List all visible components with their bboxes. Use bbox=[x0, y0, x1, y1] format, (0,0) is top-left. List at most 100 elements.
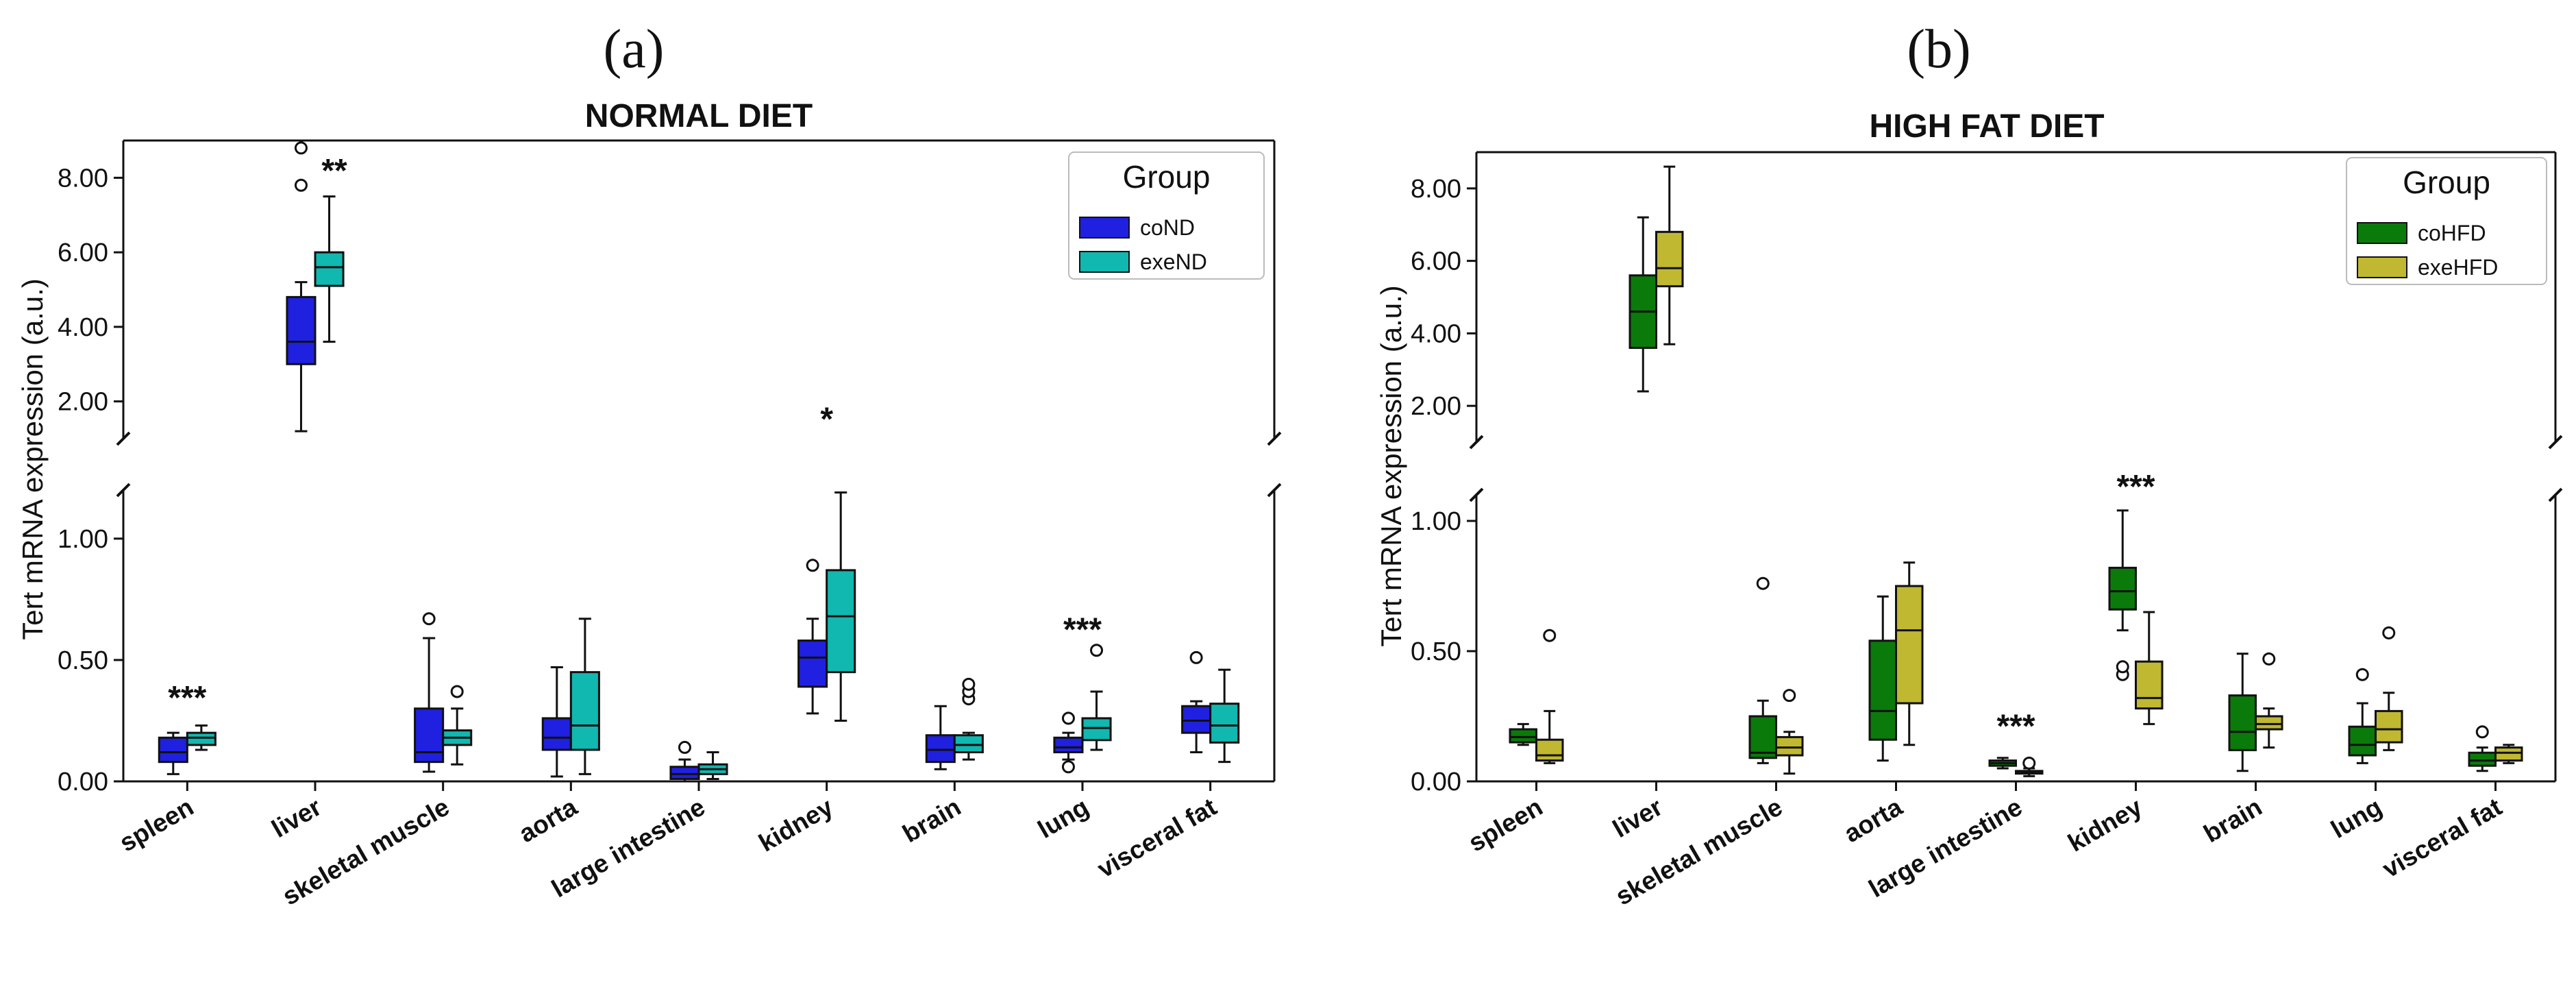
box-cohfd-large-intestine bbox=[1988, 757, 2017, 770]
axis-break-mark bbox=[2548, 435, 2563, 450]
box-iqr bbox=[286, 295, 317, 365]
outlier-point bbox=[422, 612, 436, 626]
x-tick-label-liver: liver bbox=[267, 792, 326, 843]
axis-break-mark bbox=[2548, 487, 2563, 502]
box-iqr bbox=[1895, 585, 1924, 705]
box-cond-liver bbox=[286, 141, 317, 432]
box-exehfd-aorta bbox=[1895, 561, 1924, 746]
box-iqr bbox=[2255, 715, 2283, 731]
box-iqr bbox=[186, 731, 216, 746]
box-exehfd-lung bbox=[2375, 626, 2403, 751]
box-cond-lung bbox=[1053, 711, 1084, 774]
legend-frame bbox=[2346, 157, 2547, 285]
box-exehfd-skeletal-muscle bbox=[1775, 689, 1804, 775]
x-tick-label-spleen: spleen bbox=[114, 792, 198, 857]
box-iqr bbox=[314, 251, 345, 287]
legend-swatch-exend bbox=[1079, 251, 1130, 273]
box-exend-skeletal-muscle bbox=[442, 685, 473, 766]
x-tick-label-liver: liver bbox=[1608, 792, 1667, 843]
y-tick-label: 0.00 bbox=[1411, 768, 1461, 796]
x-tick-label-aorta: aorta bbox=[514, 792, 582, 848]
outlier-point bbox=[806, 559, 819, 572]
box-iqr bbox=[1535, 738, 1564, 762]
legend-label-exend: exeND bbox=[1140, 249, 1207, 274]
chart-normal-diet: NORMAL DIET 2.00 4.00 6.00 8.00 0.00 0.50 1.00 T… bbox=[16, 98, 1282, 911]
legend: Group coND exeND bbox=[1068, 151, 1265, 280]
box-exend-kidney bbox=[826, 491, 856, 722]
legend-label-exehfd: exeHFD bbox=[2418, 255, 2498, 280]
box-iqr bbox=[669, 766, 700, 780]
outlier-point bbox=[2262, 652, 2276, 666]
outlier-point bbox=[1543, 629, 1557, 642]
x-tick-label-visceral-fat: visceral fat bbox=[2378, 792, 2507, 883]
y-tick-label: 4.00 bbox=[1411, 319, 1461, 348]
box-cond-spleen bbox=[158, 731, 188, 775]
significance-spleen: *** bbox=[168, 680, 206, 716]
box-cohfd-kidney bbox=[2108, 509, 2137, 681]
y-axis-label: Tert mRNA expression (a.u.) bbox=[1375, 285, 1407, 647]
box-cohfd-aorta bbox=[1868, 595, 1897, 762]
box-iqr bbox=[1181, 705, 1212, 734]
significance-kidney: * bbox=[820, 401, 833, 437]
box-cohfd-brain bbox=[2228, 653, 2257, 772]
box-exend-visceral-fat bbox=[1209, 668, 1240, 764]
x-tick-label-kidney: kidney bbox=[754, 792, 838, 857]
legend-swatch-cohfd bbox=[2357, 222, 2407, 244]
y-tick-label: 4.00 bbox=[58, 313, 108, 342]
box-iqr bbox=[1868, 639, 1897, 741]
outlier-point bbox=[1189, 650, 1203, 664]
box-cohfd-spleen bbox=[1509, 722, 1537, 746]
box-iqr bbox=[2228, 694, 2257, 751]
significance-liver: ** bbox=[321, 153, 347, 189]
outlier-point bbox=[294, 178, 308, 192]
box-iqr bbox=[569, 671, 600, 751]
y-tick-label: 8.00 bbox=[58, 164, 108, 193]
box-iqr bbox=[1775, 735, 1804, 757]
box-exehfd-visceral-fat bbox=[2494, 744, 2523, 764]
axis-break-mark bbox=[1469, 435, 1484, 450]
chart-high-fat-diet: HIGH FAT DIET 2.00 4.00 6.00 8.00 0.00 0.50 1.0… bbox=[1375, 108, 2563, 911]
box-cond-skeletal-muscle bbox=[414, 612, 445, 773]
outlier-point bbox=[2022, 756, 2036, 770]
axis-break-mark bbox=[116, 483, 131, 498]
y-tick-label: 8.00 bbox=[1411, 175, 1461, 204]
panel-a-label: (a) bbox=[604, 19, 665, 80]
box-cohfd-skeletal-muscle bbox=[1748, 576, 1777, 764]
outlier-point bbox=[2116, 660, 2129, 674]
outlier-point bbox=[1756, 576, 1770, 590]
y-tick-label: 1.00 bbox=[1411, 507, 1461, 536]
box-iqr bbox=[1748, 715, 1777, 759]
box-exehfd-spleen bbox=[1535, 629, 1564, 764]
outlier-point bbox=[1090, 644, 1104, 657]
axis-break-mark bbox=[1267, 483, 1282, 498]
significance-kidney: *** bbox=[2116, 469, 2155, 505]
outlier-point bbox=[450, 685, 464, 698]
chart-title: HIGH FAT DIET bbox=[1869, 108, 2104, 145]
outlier-point bbox=[2475, 725, 2489, 739]
box-cond-brain bbox=[925, 705, 956, 770]
outlier-point bbox=[1061, 711, 1075, 725]
chart-title: NORMAL DIET bbox=[585, 98, 813, 134]
box-exehfd-brain bbox=[2255, 652, 2283, 749]
significance-large-intestine: *** bbox=[1996, 708, 2035, 744]
y-tick-label: 1.00 bbox=[58, 525, 108, 554]
box-cohfd-lung bbox=[2348, 668, 2377, 764]
box-iqr bbox=[2108, 566, 2137, 611]
box-iqr bbox=[925, 734, 956, 764]
outlier-point bbox=[2355, 668, 2369, 681]
box-cohfd-liver bbox=[1628, 216, 1657, 393]
box-exehfd-large-intestine bbox=[2015, 756, 2044, 777]
box-iqr bbox=[953, 734, 984, 754]
box-iqr bbox=[1081, 717, 1112, 742]
x-tick-label-lung: lung bbox=[1033, 792, 1093, 844]
box-iqr bbox=[1053, 736, 1084, 753]
box-iqr bbox=[2348, 725, 2377, 757]
y-tick-label: 0.00 bbox=[58, 768, 108, 796]
box-cohfd-visceral-fat bbox=[2468, 725, 2497, 772]
box-iqr bbox=[158, 736, 188, 764]
box-iqr bbox=[414, 707, 445, 764]
y-tick-label: 2.00 bbox=[1411, 392, 1461, 421]
x-tick-label-visceral-fat: visceral fat bbox=[1093, 792, 1222, 883]
significance-lung: *** bbox=[1063, 612, 1102, 648]
